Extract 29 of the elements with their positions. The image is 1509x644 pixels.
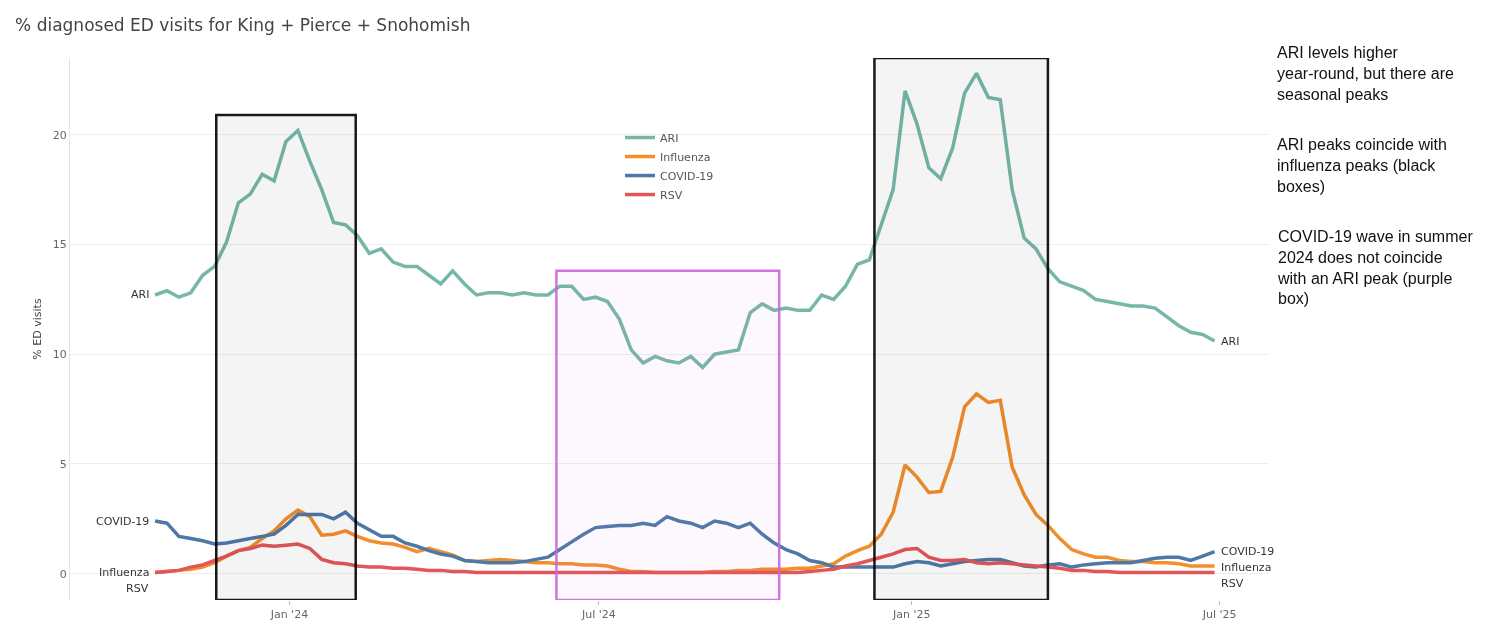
y-tick-label: 10 (52, 348, 67, 362)
x-tick-label: Jan '24 (269, 608, 309, 622)
x-tick-label: Jan '25 (892, 608, 931, 622)
text: ARI peaks coincide with influenza peaks (black boxes) (1277, 136, 1447, 195)
y-tick-label: 20 (52, 128, 67, 142)
legend-label: ARI (660, 131, 679, 145)
legend-label: COVID-19 (660, 169, 714, 183)
y-tick-label: 0 (59, 567, 67, 581)
legend-label: RSV (660, 188, 683, 202)
y-tick-label: 5 (59, 457, 67, 471)
text: COVID-19 (96, 515, 150, 528)
line-series (153, 510, 1217, 569)
text: ARI levels higher year-round, but there are seasonal peaks (1277, 44, 1455, 103)
text: RSV (1221, 577, 1244, 590)
text: ARI (1221, 335, 1240, 348)
chart-title: % diagnosed ED visits for King + Pierce + Snohomish (15, 15, 471, 36)
text: RSV (126, 582, 149, 595)
line-series (153, 542, 1217, 575)
text: ARI (131, 288, 150, 301)
text: COVID-19 (1221, 545, 1275, 558)
legend-label: Influenza (660, 150, 711, 164)
x-tick-label: Jul '25 (1201, 608, 1237, 622)
y-axis-title: % ED visits (31, 298, 45, 360)
x-tick-label: Jul '24 (581, 608, 616, 622)
text: Influenza (99, 566, 150, 579)
line-series (153, 71, 1217, 370)
y-tick-label: 15 (52, 238, 67, 252)
text: Influenza (1221, 561, 1272, 574)
text: COVID-19 wave in summer 2024 does not coincide with an ARI peak (purple box) (1277, 228, 1474, 308)
